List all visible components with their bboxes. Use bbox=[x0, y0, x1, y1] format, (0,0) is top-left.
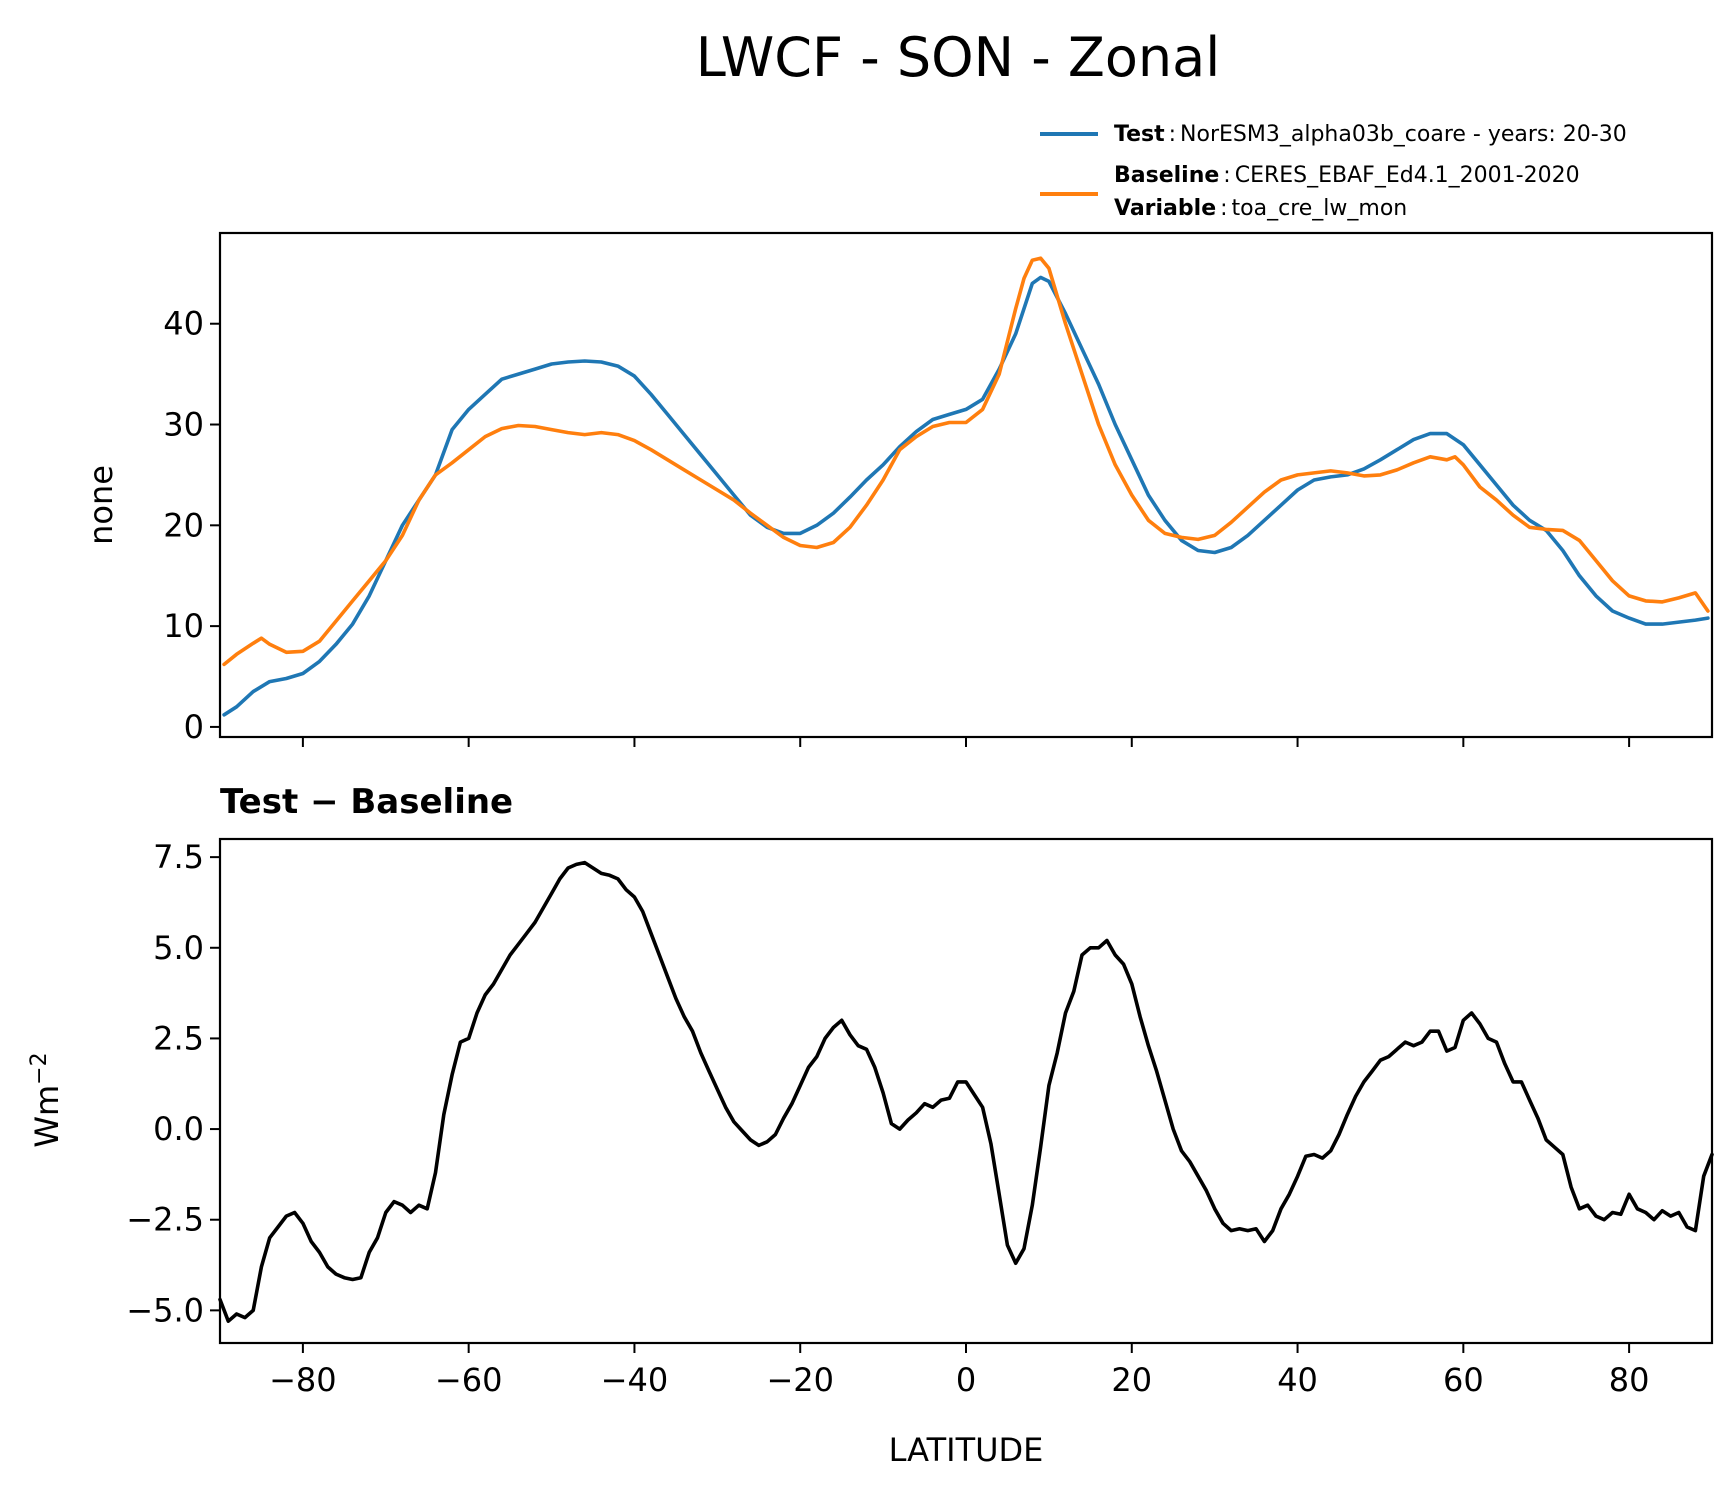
baseline-line bbox=[222, 256, 1710, 667]
legend-baseline-separator: : bbox=[1223, 163, 1230, 188]
top-ytick-label: 0 bbox=[184, 708, 204, 746]
top-ytick-label: 40 bbox=[163, 305, 204, 343]
legend-baseline-value: CERES_EBAF_Ed4.1_2001-2020 bbox=[1235, 163, 1580, 188]
bottom-ytick-label: −2.5 bbox=[126, 1201, 204, 1239]
bottom-xtick-label: 60 bbox=[1443, 1361, 1484, 1399]
top-ytick-label: 10 bbox=[163, 607, 204, 645]
bottom-xtick-label: −20 bbox=[766, 1361, 834, 1399]
bottom-panel-title: Test − Baseline bbox=[220, 782, 513, 822]
bottom-xtick-label: 40 bbox=[1277, 1361, 1318, 1399]
legend-baseline-text: Baseline: CERES_EBAF_Ed4.1_2001-2020 bbox=[1114, 163, 1580, 188]
bottom-panel-ylabel: Wm−2 bbox=[27, 1052, 67, 1147]
bottom-panel-frame bbox=[218, 837, 1714, 1345]
top-panel-frame bbox=[218, 231, 1714, 739]
test-line bbox=[222, 275, 1710, 717]
bottom-ytick-label: 0.0 bbox=[153, 1110, 204, 1148]
bottom-xtick-label: −60 bbox=[435, 1361, 503, 1399]
bottom-panel-series bbox=[218, 860, 1714, 1323]
top-ytick-label: 20 bbox=[163, 506, 204, 544]
bottom-xtick-label: −80 bbox=[269, 1361, 337, 1399]
bottom-panel-xlabel: LATITUDE bbox=[889, 1431, 1044, 1469]
bottom-panel: Test − Baseline −5.0−2.50.02.55.07.5−80−… bbox=[27, 782, 1714, 1469]
legend-test-text: Test: NorESM3_alpha03b_coare - years: 20-… bbox=[1114, 122, 1627, 147]
legend-test-key: Test bbox=[1114, 122, 1165, 147]
top-panel-ticks: 0 10 20 30 40 bbox=[163, 305, 1631, 747]
legend: Test: NorESM3_alpha03b_coare - years: 20-… bbox=[1040, 122, 1627, 221]
top-panel: 0 10 20 30 40 none bbox=[82, 231, 1714, 747]
bottom-panel-ticks: −5.0 −2.5 0.0 2.5 5.0 7.5 −80 −60 −40 −20 0 20 40 60 8… bbox=[126, 838, 1649, 1399]
bottom-ytick-label: 7.5 bbox=[153, 838, 204, 876]
bottom-xtick-label: 0 bbox=[956, 1361, 976, 1399]
top-panel-ylabel: none bbox=[82, 465, 120, 545]
legend-variable-key: Variable bbox=[1114, 196, 1216, 221]
legend-baseline-key: Baseline bbox=[1114, 163, 1219, 188]
bottom-panel-ylabel-main: Wm bbox=[28, 1085, 66, 1148]
bottom-xtick-label: 80 bbox=[1609, 1361, 1650, 1399]
legend-variable-separator: : bbox=[1220, 196, 1227, 221]
legend-test-value: NorESM3_alpha03b_coare - years: 20-30 bbox=[1180, 122, 1627, 147]
bottom-xtick-label: −40 bbox=[601, 1361, 669, 1399]
top-ytick-label: 30 bbox=[163, 406, 204, 444]
legend-variable-value: toa_cre_lw_mon bbox=[1232, 196, 1408, 221]
bottom-panel-ylabel-superscript: −2 bbox=[27, 1052, 52, 1084]
bottom-ytick-label: 5.0 bbox=[153, 929, 204, 967]
legend-test-separator: : bbox=[1169, 122, 1176, 147]
bottom-xtick-label: 20 bbox=[1111, 1361, 1152, 1399]
bottom-ytick-label: 2.5 bbox=[153, 1019, 204, 1057]
difference-line bbox=[218, 860, 1714, 1323]
legend-variable-text: Variable: toa_cre_lw_mon bbox=[1114, 196, 1407, 221]
figure-title: LWCF - SON - Zonal bbox=[696, 26, 1220, 89]
bottom-ytick-label: −5.0 bbox=[126, 1291, 204, 1329]
top-panel-series bbox=[222, 256, 1710, 717]
